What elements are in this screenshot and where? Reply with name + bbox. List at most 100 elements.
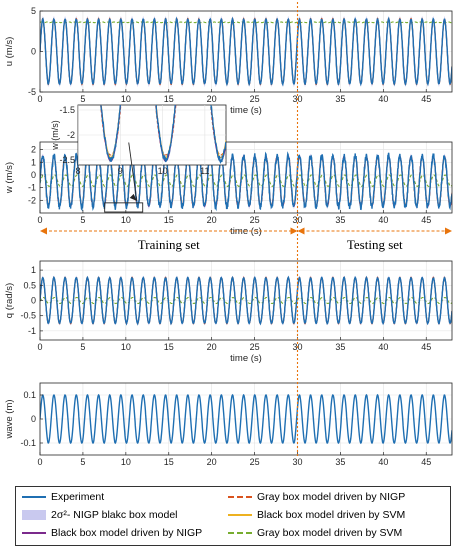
y-tick-label-0: 0 [31, 414, 36, 424]
inset-experiment [100, 105, 226, 165]
legend-gray-svm-swatch [228, 532, 252, 534]
panel-4-series [40, 393, 452, 445]
legend-black-nigp: Black box model driven by NIGP [22, 527, 202, 539]
x-tick-label-5: 5 [80, 94, 85, 104]
x-tick-label-20: 20 [207, 342, 217, 352]
x-tick-label-25: 25 [250, 215, 260, 225]
x-axis-label: time (s) [230, 105, 262, 116]
legend: Experiment 2σ²- NIGP blakc box model Bla… [15, 486, 451, 546]
x-tick-label-0: 0 [37, 94, 42, 104]
x-tick-label-5: 5 [80, 457, 85, 467]
inset-y-tick-label--1.5: -1.5 [59, 105, 75, 115]
testing-set-label: Testing set [347, 237, 403, 252]
inset-x-tick-label-10: 10 [158, 166, 168, 176]
x-tick-label-25: 25 [250, 457, 260, 467]
x-tick-label-40: 40 [378, 457, 388, 467]
y-tick-label-0: 0 [31, 47, 36, 57]
legend-experiment-swatch [22, 496, 46, 498]
y-tick-label--1: -1 [28, 183, 36, 193]
x-tick-label-20: 20 [207, 94, 217, 104]
panel-1-series [40, 16, 452, 87]
x-tick-label-10: 10 [121, 457, 131, 467]
y-axis-label: q (rad/s) [4, 283, 15, 318]
training-arrow-head-left [40, 227, 47, 235]
y-tick-label-0: 0 [31, 296, 36, 306]
y-axis-label: wave (m) [4, 399, 15, 439]
x-tick-label-40: 40 [378, 94, 388, 104]
x-tick-label-45: 45 [421, 94, 431, 104]
legend-nigp-band: 2σ²- NIGP blakc box model [22, 509, 178, 521]
series-experiment [40, 16, 452, 87]
zoom-arrow-line [128, 142, 138, 201]
series-experiment [40, 275, 452, 326]
legend-experiment: Experiment [22, 491, 104, 503]
x-tick-label-40: 40 [378, 342, 388, 352]
x-tick-label-10: 10 [121, 94, 131, 104]
y-tick-label--1: -1 [28, 326, 36, 336]
x-tick-label-45: 45 [421, 215, 431, 225]
legend-experiment-label: Experiment [51, 491, 105, 503]
x-tick-label-45: 45 [421, 342, 431, 352]
x-tick-label-25: 25 [250, 342, 260, 352]
inset-x-tick-label-9: 9 [118, 166, 123, 176]
panel-2-frame [39, 141, 453, 214]
legend-gray-nigp-swatch [228, 496, 252, 498]
x-tick-label-35: 35 [335, 215, 345, 225]
legend-gray-nigp-label: Gray box model driven by NIGP [257, 491, 406, 503]
y-tick-label-2: 2 [31, 145, 36, 155]
y-tick-label--0.5: -0.5 [20, 311, 36, 321]
y-tick-label-1: 1 [31, 157, 36, 167]
y-tick-label--2: -2 [28, 195, 36, 205]
x-tick-label-10: 10 [121, 342, 131, 352]
x-tick-label-0: 0 [37, 342, 42, 352]
inset-y-axis-label: w (m/s) [50, 120, 60, 151]
y-tick-label-5: 5 [31, 6, 36, 16]
x-tick-label-35: 35 [335, 94, 345, 104]
inset: 8 9 10 11 -2.5 -2 -1.5 w (m/s) [50, 104, 227, 176]
panel-3-series [40, 275, 452, 326]
x-tick-label-5: 5 [80, 342, 85, 352]
y-tick-label-1: 1 [31, 265, 36, 275]
x-tick-label-30: 30 [292, 457, 302, 467]
x-tick-label-10: 10 [121, 215, 131, 225]
x-tick-label-15: 15 [164, 457, 174, 467]
x-tick-label-20: 20 [207, 215, 217, 225]
y-tick-label-0: 0 [31, 170, 36, 180]
legend-black-svm-swatch [228, 514, 252, 516]
series-experiment [40, 393, 452, 445]
inset-x-tick-label-11: 11 [200, 166, 209, 176]
x-tick-label-35: 35 [335, 342, 345, 352]
x-axis-label: time (s) [230, 353, 262, 364]
panel-3: 0 5 10 15 20 25 30 35 40 45-1-0.500.51q (rad/s)ti… [4, 260, 453, 364]
x-tick-label-35: 35 [335, 457, 345, 467]
testing-arrow-head-left [297, 227, 305, 235]
y-tick-label-0.1: 0.1 [23, 390, 36, 400]
x-tick-label-45: 45 [421, 457, 431, 467]
x-tick-label-20: 20 [207, 457, 217, 467]
training-arrow-head-right [290, 227, 298, 235]
inset-y-tick-label--2: -2 [67, 130, 75, 140]
x-tick-label-5: 5 [80, 215, 85, 225]
legend-black-svm: Black box model driven by SVM [228, 509, 405, 521]
legend-gray-svm: Gray box model driven by SVM [228, 527, 402, 539]
legend-black-nigp-label: Black box model driven by NIGP [51, 527, 203, 539]
y-axis-label: w (m/s) [4, 162, 15, 194]
inset-series [78, 105, 226, 165]
training-set-label: Training set [138, 237, 200, 252]
y-axis-label: u (m/s) [4, 37, 15, 67]
y-tick-label--0.1: -0.1 [20, 438, 36, 448]
inset-y-tick-label--2.5: -2.5 [59, 155, 75, 165]
testing-arrow-head-right [445, 227, 452, 235]
x-tick-label-0: 0 [37, 215, 42, 225]
inset-x-tick-label-8: 8 [75, 166, 80, 176]
zoom-arrow-head [129, 193, 137, 201]
x-tick-label-40: 40 [378, 215, 388, 225]
x-tick-label-25: 25 [250, 94, 260, 104]
legend-nigp-band-swatch [22, 510, 46, 520]
series-gray-svm [40, 174, 452, 188]
x-tick-label-15: 15 [164, 215, 174, 225]
x-tick-label-15: 15 [164, 94, 174, 104]
